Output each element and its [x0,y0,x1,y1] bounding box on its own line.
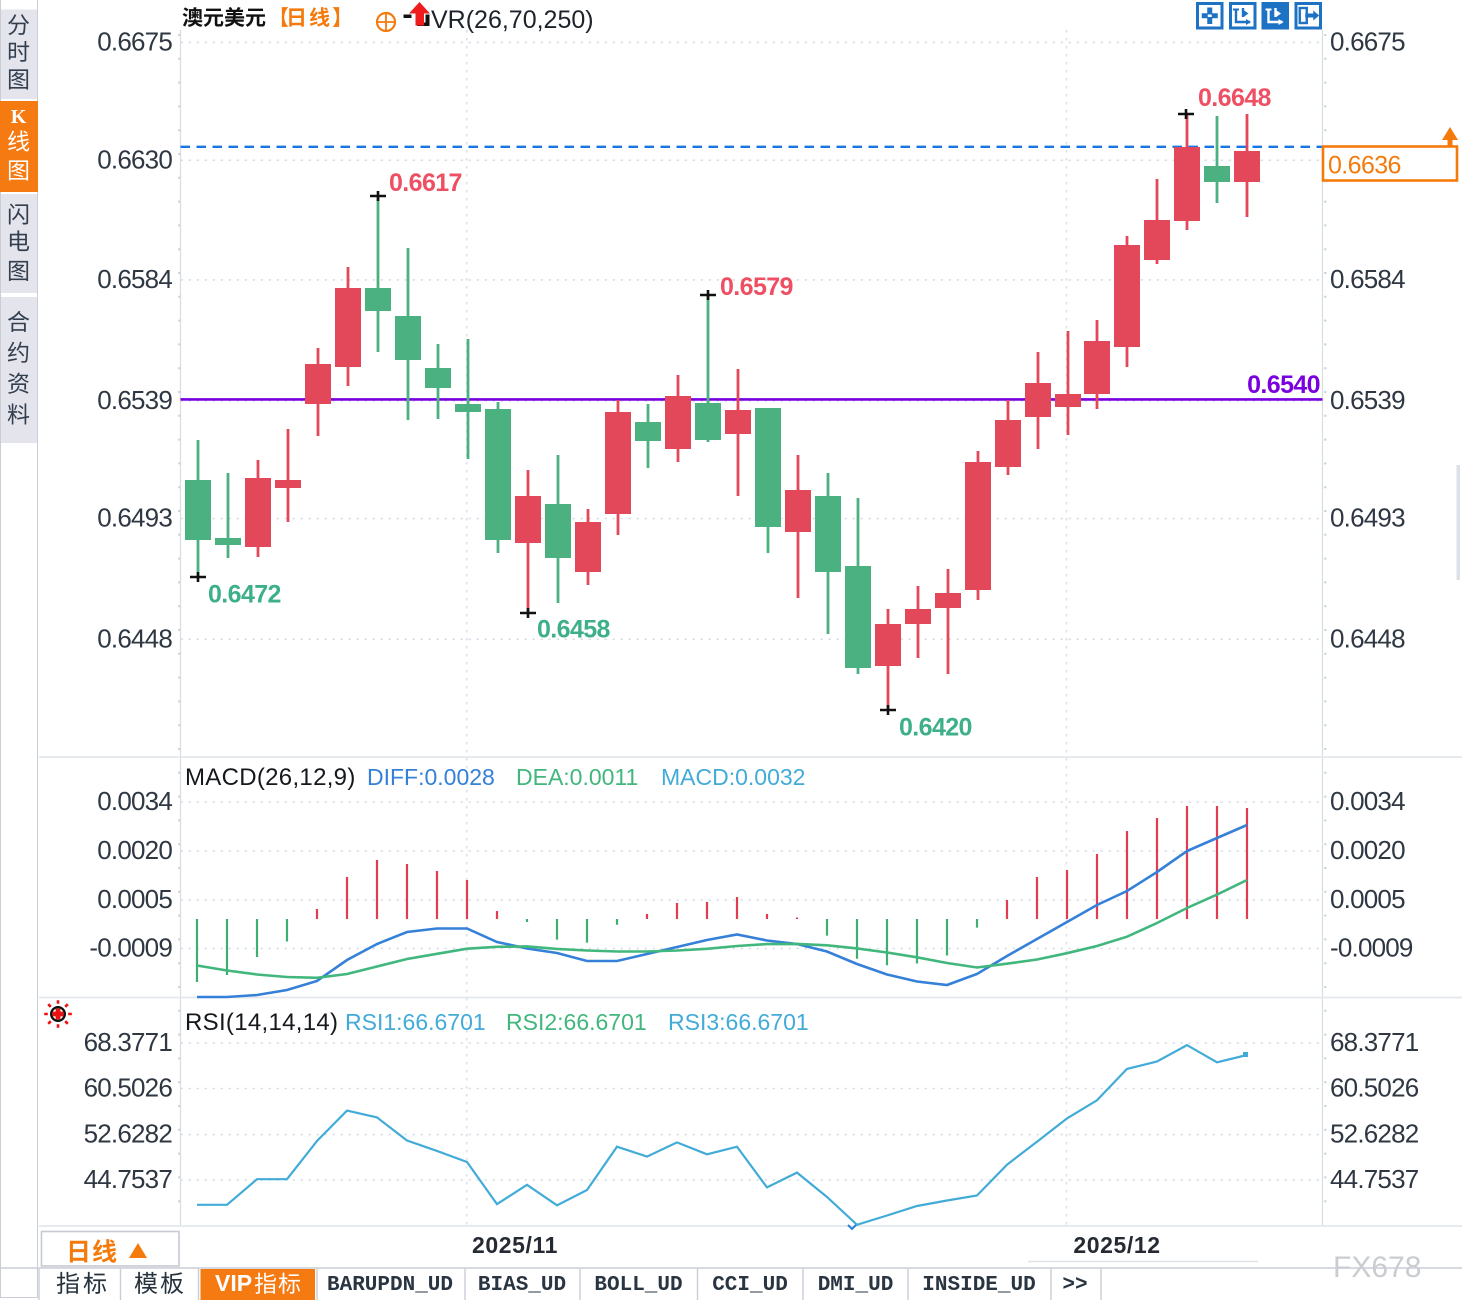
svg-text:RSI(14,14,14): RSI(14,14,14) [185,1009,338,1036]
svg-text:0.6617: 0.6617 [389,169,462,197]
svg-text:INSIDE_UD: INSIDE_UD [922,1274,1035,1297]
svg-text:0.0034: 0.0034 [97,786,172,816]
svg-text:0.6472: 0.6472 [208,581,281,609]
svg-text:0.0005: 0.0005 [97,884,172,914]
svg-text:0.6675: 0.6675 [97,26,172,56]
svg-text:BOLL_UD: BOLL_UD [594,1274,682,1297]
svg-text:0.6420: 0.6420 [899,714,972,742]
svg-text:0.0034: 0.0034 [1330,786,1405,816]
svg-text:0.0005: 0.0005 [1330,884,1405,914]
svg-text:0.6584: 0.6584 [1330,264,1405,294]
svg-text:MACD(26,12,9): MACD(26,12,9) [185,764,356,791]
svg-text:DMI_UD: DMI_UD [818,1274,894,1297]
svg-text:VR(26,70,250): VR(26,70,250) [431,6,594,34]
svg-text:44.7537: 44.7537 [84,1164,173,1194]
svg-text:52.6282: 52.6282 [1330,1119,1419,1149]
svg-text:RSI1:66.6701: RSI1:66.6701 [345,1009,486,1035]
svg-text:-0.0009: -0.0009 [89,933,172,963]
svg-text:DIFF:0.0028: DIFF:0.0028 [367,764,495,790]
svg-text:CCI_UD: CCI_UD [712,1274,788,1297]
svg-text:DEA:0.0011: DEA:0.0011 [516,764,638,790]
svg-text:K: K [11,106,27,128]
svg-text:>>: >> [1062,1274,1087,1297]
svg-text:VIP: VIP [215,1270,252,1296]
svg-text:BARUPDN_UD: BARUPDN_UD [327,1274,453,1297]
svg-text:60.5026: 60.5026 [1330,1073,1419,1103]
svg-text:0.6448: 0.6448 [1330,623,1405,653]
svg-text:0.6648: 0.6648 [1198,84,1272,112]
svg-text:0.6584: 0.6584 [97,264,172,294]
svg-text:0.6675: 0.6675 [1330,26,1405,56]
svg-text:BIAS_UD: BIAS_UD [478,1274,566,1297]
svg-text:0.6636: 0.6636 [1328,152,1401,180]
svg-text:0.6579: 0.6579 [720,273,793,301]
svg-text:52.6282: 52.6282 [84,1119,173,1149]
svg-text:0.0020: 0.0020 [97,835,172,865]
svg-text:0.6493: 0.6493 [1330,503,1405,533]
svg-text:RSI3:66.6701: RSI3:66.6701 [668,1009,809,1035]
svg-text:MACD:0.0032: MACD:0.0032 [661,764,805,790]
svg-text:0.6540: 0.6540 [1247,371,1320,399]
svg-text:2025/11: 2025/11 [472,1232,558,1258]
svg-text:68.3771: 68.3771 [1330,1027,1419,1057]
svg-text:44.7537: 44.7537 [1330,1164,1419,1194]
svg-text:0.6493: 0.6493 [97,503,172,533]
svg-text:0.6630: 0.6630 [97,144,172,174]
svg-text:68.3771: 68.3771 [84,1027,173,1057]
svg-text:RSI2:66.6701: RSI2:66.6701 [506,1009,647,1035]
svg-text:0.6539: 0.6539 [97,385,172,415]
svg-text:0.6448: 0.6448 [97,623,172,653]
svg-text:0.6539: 0.6539 [1330,385,1405,415]
svg-text:-0.0009: -0.0009 [1330,933,1413,963]
svg-text:0.0020: 0.0020 [1330,835,1405,865]
svg-text:60.5026: 60.5026 [84,1073,173,1103]
svg-text:2025/12: 2025/12 [1073,1232,1160,1258]
svg-text:0.6458: 0.6458 [537,616,611,644]
